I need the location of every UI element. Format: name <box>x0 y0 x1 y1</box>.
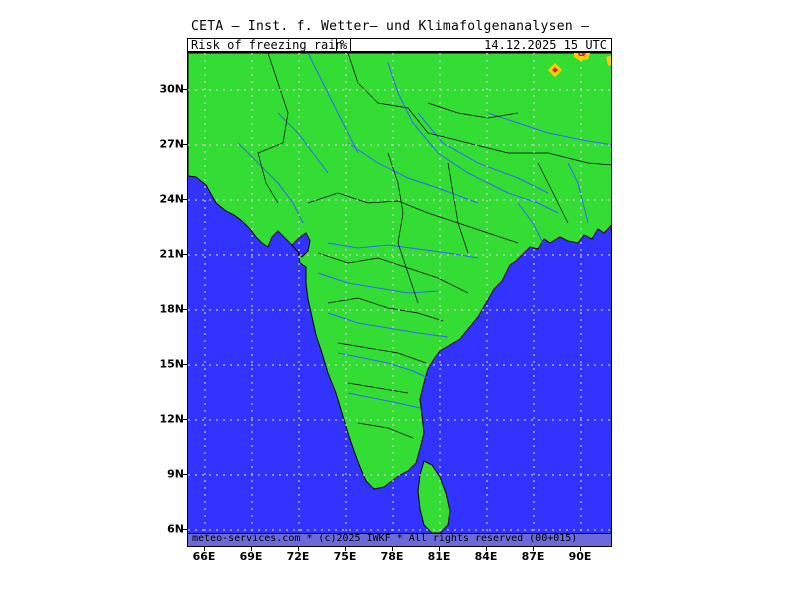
map-panel: meteo-services.com * (c)2025 IWKF * All … <box>187 52 612 547</box>
lat-label-27n: 27N <box>159 137 184 151</box>
valid-time: 14.12.2025 15 UTC <box>484 38 607 52</box>
graticule <box>188 53 611 546</box>
lon-label-75e: 75E <box>333 550 357 563</box>
lon-tick <box>345 547 346 551</box>
lat-label-12n: 12N <box>159 412 184 426</box>
lon-tick <box>251 547 252 551</box>
lon-tick <box>439 547 440 551</box>
gulf-of-khambhat <box>291 232 311 258</box>
lat-tick <box>183 89 187 90</box>
lon-label-84e: 84E <box>474 550 498 563</box>
lat-label-24n: 24N <box>159 192 184 206</box>
lat-label-6n: 6N <box>167 522 184 536</box>
lon-tick <box>298 547 299 551</box>
lon-tick <box>392 547 393 551</box>
lon-tick <box>580 547 581 551</box>
lon-tick <box>204 547 205 551</box>
lat-label-30n: 30N <box>159 82 184 96</box>
parameter-bar: Risk_of_freezing_rain % 14.12.2025 15 UT… <box>187 38 612 52</box>
lat-tick <box>183 254 187 255</box>
lat-tick <box>183 144 187 145</box>
lon-label-72e: 72E <box>286 550 310 563</box>
risk-markers <box>547 53 611 78</box>
lat-tick <box>183 199 187 200</box>
lon-label-66e: 66E <box>192 550 216 563</box>
lon-label-81e: 81E <box>427 550 451 563</box>
footer-bar: meteo-services.com * (c)2025 IWKF * All … <box>188 533 611 546</box>
map-title: CETA — Inst. f. Wetter— und Klimafolgena… <box>191 19 590 34</box>
lat-tick <box>183 419 187 420</box>
state-borders <box>257 53 611 439</box>
lat-label-9n: 9N <box>167 467 184 481</box>
lon-label-78e: 78E <box>380 550 404 563</box>
lon-label-90e: 90E <box>568 550 592 563</box>
lat-tick <box>183 474 187 475</box>
lon-label-87e: 87E <box>521 550 545 563</box>
lon-tick <box>486 547 487 551</box>
map-canvas <box>188 53 611 546</box>
copyright-text: meteo-services.com * (c)2025 IWKF * All … <box>192 533 578 544</box>
lat-label-18n: 18N <box>159 302 184 316</box>
lon-tick <box>533 547 534 551</box>
lat-tick <box>183 309 187 310</box>
lat-label-15n: 15N <box>159 357 184 371</box>
unit-label: % <box>336 38 352 52</box>
parameter-label: Risk_of_freezing_rain <box>191 38 343 52</box>
lat-tick <box>183 529 187 530</box>
land-mainland <box>188 53 611 490</box>
lat-label-21n: 21N <box>159 247 184 261</box>
lat-tick <box>183 364 187 365</box>
lon-label-69e: 69E <box>239 550 263 563</box>
